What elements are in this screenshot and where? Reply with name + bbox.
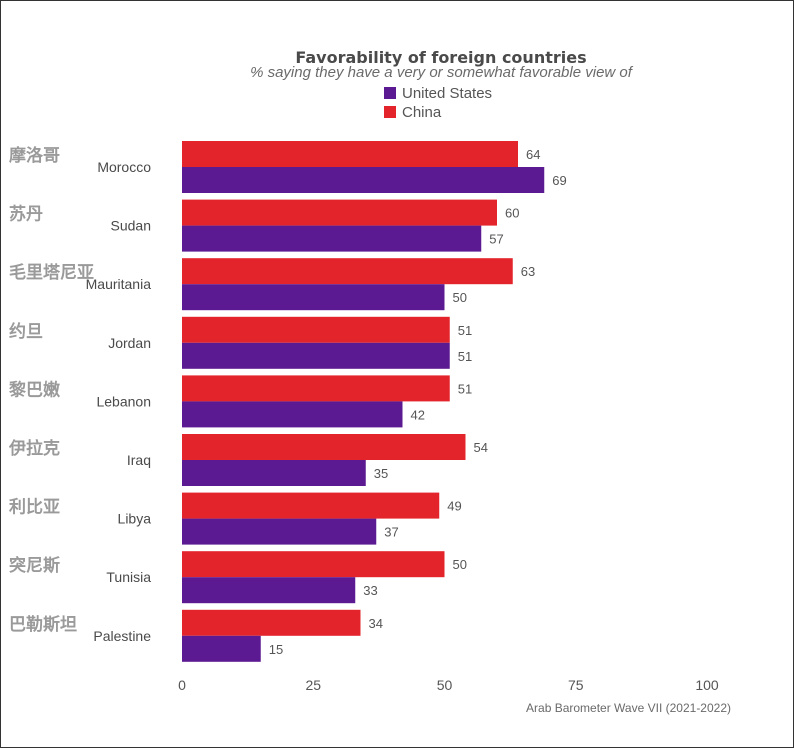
chinese-label-mauritania: 毛里塔尼亚 — [9, 262, 94, 283]
data-label-china-tunisia: 50 — [453, 557, 467, 572]
source-note: Arab Barometer Wave VII (2021-2022) — [526, 701, 731, 715]
data-label-china-mauritania: 63 — [521, 264, 535, 279]
data-label-united-states-libya: 37 — [384, 525, 398, 540]
data-label-china-lebanon: 51 — [458, 381, 472, 396]
category-label-mauritania: Mauritania — [86, 276, 152, 292]
category-label-lebanon: Lebanon — [96, 393, 151, 409]
data-label-united-states-jordan: 51 — [458, 349, 472, 364]
data-label-china-sudan: 60 — [505, 206, 519, 221]
bar-china-tunisia — [182, 551, 445, 578]
category-label-palestine: Palestine — [93, 628, 151, 644]
legend-item-china: China — [384, 103, 442, 121]
chinese-label-lebanon: 黎巴嫩 — [9, 379, 61, 400]
category-label-libya: Libya — [118, 511, 152, 527]
chinese-label-iraq: 伊拉克 — [8, 438, 60, 459]
x-tick-label-50: 50 — [437, 677, 453, 693]
data-label-united-states-sudan: 57 — [489, 232, 503, 247]
bar-united-states-mauritania — [182, 284, 445, 311]
chinese-label-tunisia: 突尼斯 — [9, 555, 60, 576]
chinese-label-palestine: 巴勒斯坦 — [9, 614, 77, 635]
data-label-china-libya: 49 — [447, 499, 461, 514]
bar-united-states-morocco — [182, 167, 545, 193]
chinese-label-morocco: 摩洛哥 — [9, 145, 60, 166]
bar-united-states-libya — [182, 518, 377, 545]
category-label-morocco: Morocco — [97, 159, 151, 175]
bar-china-morocco — [182, 141, 518, 167]
bar-united-states-lebanon — [182, 401, 403, 428]
chart-title: Favorability of foreign countries — [295, 48, 587, 67]
data-label-united-states-palestine: 15 — [269, 642, 283, 657]
bar-china-palestine — [182, 609, 361, 636]
x-tick-label-0: 0 — [178, 677, 186, 693]
data-label-united-states-morocco: 69 — [552, 173, 566, 188]
category-label-tunisia: Tunisia — [106, 569, 151, 585]
data-label-china-morocco: 64 — [526, 147, 540, 162]
bar-china-lebanon — [182, 375, 450, 402]
data-label-china-jordan: 51 — [458, 323, 472, 338]
bar-united-states-jordan — [182, 342, 450, 369]
x-tick-label-100: 100 — [695, 677, 719, 693]
bar-united-states-palestine — [182, 635, 261, 662]
data-label-united-states-tunisia: 33 — [363, 583, 377, 598]
chinese-label-libya: 利比亚 — [9, 497, 60, 518]
x-tick-label-25: 25 — [305, 677, 321, 693]
bar-china-sudan — [182, 199, 497, 226]
legend-label-china: China — [402, 103, 442, 121]
data-label-united-states-lebanon: 42 — [411, 407, 425, 422]
data-label-united-states-iraq: 35 — [374, 466, 388, 481]
legend-label-united-states: United States — [402, 84, 493, 102]
data-label-united-states-mauritania: 50 — [453, 290, 467, 305]
bar-china-mauritania — [182, 258, 513, 285]
category-label-sudan: Sudan — [111, 218, 151, 234]
x-tick-label-75: 75 — [568, 677, 584, 693]
legend-swatch-china — [384, 106, 396, 118]
category-label-iraq: Iraq — [127, 452, 151, 468]
category-label-jordan: Jordan — [108, 335, 151, 351]
chinese-label-sudan: 苏丹 — [9, 204, 43, 225]
bar-united-states-iraq — [182, 460, 366, 486]
data-label-china-palestine: 34 — [369, 616, 383, 631]
bar-china-jordan — [182, 316, 450, 343]
bar-china-iraq — [182, 434, 466, 460]
chinese-label-jordan: 约旦 — [9, 321, 43, 342]
bar-china-libya — [182, 492, 440, 519]
bar-united-states-tunisia — [182, 577, 356, 604]
data-label-china-iraq: 54 — [474, 440, 488, 455]
legend-item-united-states: United States — [384, 84, 493, 102]
legend-swatch-united-states — [384, 87, 396, 99]
chart-subtitle: % saying they have a very or somewhat fa… — [250, 64, 632, 81]
bar-united-states-sudan — [182, 225, 482, 252]
